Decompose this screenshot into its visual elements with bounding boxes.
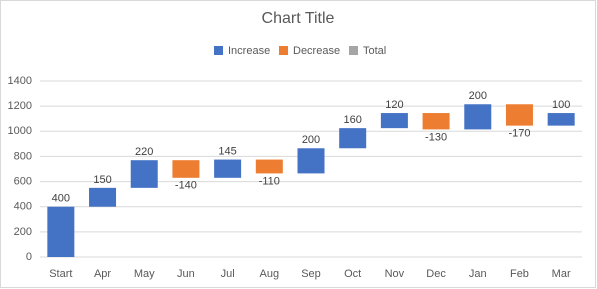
bar [422, 113, 450, 130]
bar [172, 160, 200, 178]
data-label: 200 [302, 134, 320, 146]
x-tick-label: Nov [385, 268, 405, 280]
x-tick-label: Sep [301, 268, 321, 280]
x-tick-label: Oct [344, 268, 361, 280]
y-tick-label: 1200 [8, 100, 32, 112]
y-tick-label: 800 [14, 150, 32, 162]
y-tick-label: 200 [14, 226, 32, 238]
bar [47, 206, 75, 257]
data-label: 160 [344, 114, 362, 126]
x-tick-label: May [134, 268, 155, 280]
x-tick-label: Apr [94, 268, 111, 280]
legend-label: Increase [228, 45, 270, 57]
x-tick-label: Start [49, 268, 72, 280]
bar [339, 128, 367, 149]
data-label: -130 [425, 131, 447, 143]
y-tick-label: 600 [14, 175, 32, 187]
x-tick-label: Dec [426, 268, 446, 280]
legend-swatch [279, 46, 288, 55]
legend-label: Decrease [293, 45, 340, 57]
data-label: 120 [385, 99, 403, 111]
x-tick-label: Jan [469, 268, 487, 280]
legend-label: Total [363, 45, 386, 57]
data-label: 100 [552, 99, 570, 111]
bar [255, 159, 283, 174]
bar [505, 104, 533, 126]
legend-swatch [349, 46, 358, 55]
x-tick-label: Mar [552, 268, 571, 280]
data-label: 200 [469, 90, 487, 102]
data-label: -140 [175, 180, 197, 192]
data-label: 150 [93, 174, 111, 186]
data-label: 220 [135, 146, 153, 158]
data-label: 145 [218, 145, 236, 157]
data-label: -110 [259, 175, 280, 187]
data-label: -170 [508, 128, 530, 140]
bar [89, 187, 117, 207]
data-label: 400 [52, 193, 70, 205]
legend-swatch [214, 46, 223, 55]
y-tick-label: 0 [26, 251, 32, 263]
bar [464, 104, 492, 130]
bar [130, 160, 158, 188]
chart-title: Chart Title [262, 10, 335, 27]
x-tick-label: Aug [260, 268, 280, 280]
x-tick-label: Feb [510, 268, 529, 280]
x-tick-label: Jul [221, 268, 235, 280]
bar [380, 113, 408, 129]
y-tick-label: 1000 [8, 125, 32, 137]
y-tick-label: 1400 [8, 75, 32, 87]
y-tick-label: 400 [14, 201, 32, 213]
bar [297, 148, 325, 174]
bar [214, 159, 242, 178]
x-tick-label: Jun [177, 268, 195, 280]
bar [547, 113, 575, 126]
